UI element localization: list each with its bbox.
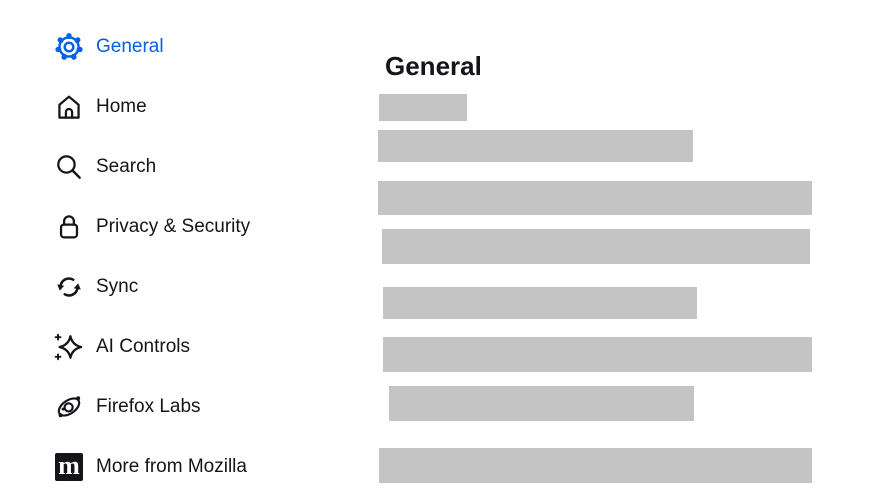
sidebar-item-label: Search xyxy=(96,156,157,177)
sidebar-item-label: More from Mozilla xyxy=(96,456,247,477)
sidebar-item-search[interactable]: Search xyxy=(54,137,364,197)
sidebar-item-label: Home xyxy=(96,96,147,117)
placeholder-bar xyxy=(379,94,467,121)
sidebar-item-firefox-labs[interactable]: Firefox Labs xyxy=(54,377,364,437)
search-icon xyxy=(54,152,84,182)
sidebar-item-home[interactable]: Home xyxy=(54,77,364,137)
placeholder-bar xyxy=(378,130,693,162)
mozilla-icon: m xyxy=(54,452,84,482)
atom-icon xyxy=(54,392,84,422)
placeholder-bar xyxy=(378,181,812,215)
placeholder-bar xyxy=(389,386,694,421)
sidebar-item-privacy-security[interactable]: Privacy & Security xyxy=(54,197,364,257)
page-title: General xyxy=(385,51,482,82)
sidebar-item-label: AI Controls xyxy=(96,336,190,357)
home-icon xyxy=(54,92,84,122)
sync-icon xyxy=(54,272,84,302)
placeholder-bar xyxy=(379,448,812,483)
settings-sidebar: General Home Search Privacy & Security xyxy=(54,17,364,497)
sidebar-item-sync[interactable]: Sync xyxy=(54,257,364,317)
sidebar-item-more-from-mozilla[interactable]: m More from Mozilla xyxy=(54,437,364,497)
placeholder-bar xyxy=(383,337,812,372)
gear-icon xyxy=(54,32,84,62)
sparkle-icon xyxy=(54,332,84,362)
sidebar-item-ai-controls[interactable]: AI Controls xyxy=(54,317,364,377)
sidebar-item-label: Sync xyxy=(96,276,139,297)
sidebar-item-general[interactable]: General xyxy=(54,17,364,77)
placeholder-bar xyxy=(383,287,697,319)
lock-icon xyxy=(54,212,84,242)
placeholder-bar xyxy=(382,229,810,264)
sidebar-item-label: General xyxy=(96,36,164,57)
sidebar-item-label: Firefox Labs xyxy=(96,396,201,417)
sidebar-item-label: Privacy & Security xyxy=(96,216,251,237)
